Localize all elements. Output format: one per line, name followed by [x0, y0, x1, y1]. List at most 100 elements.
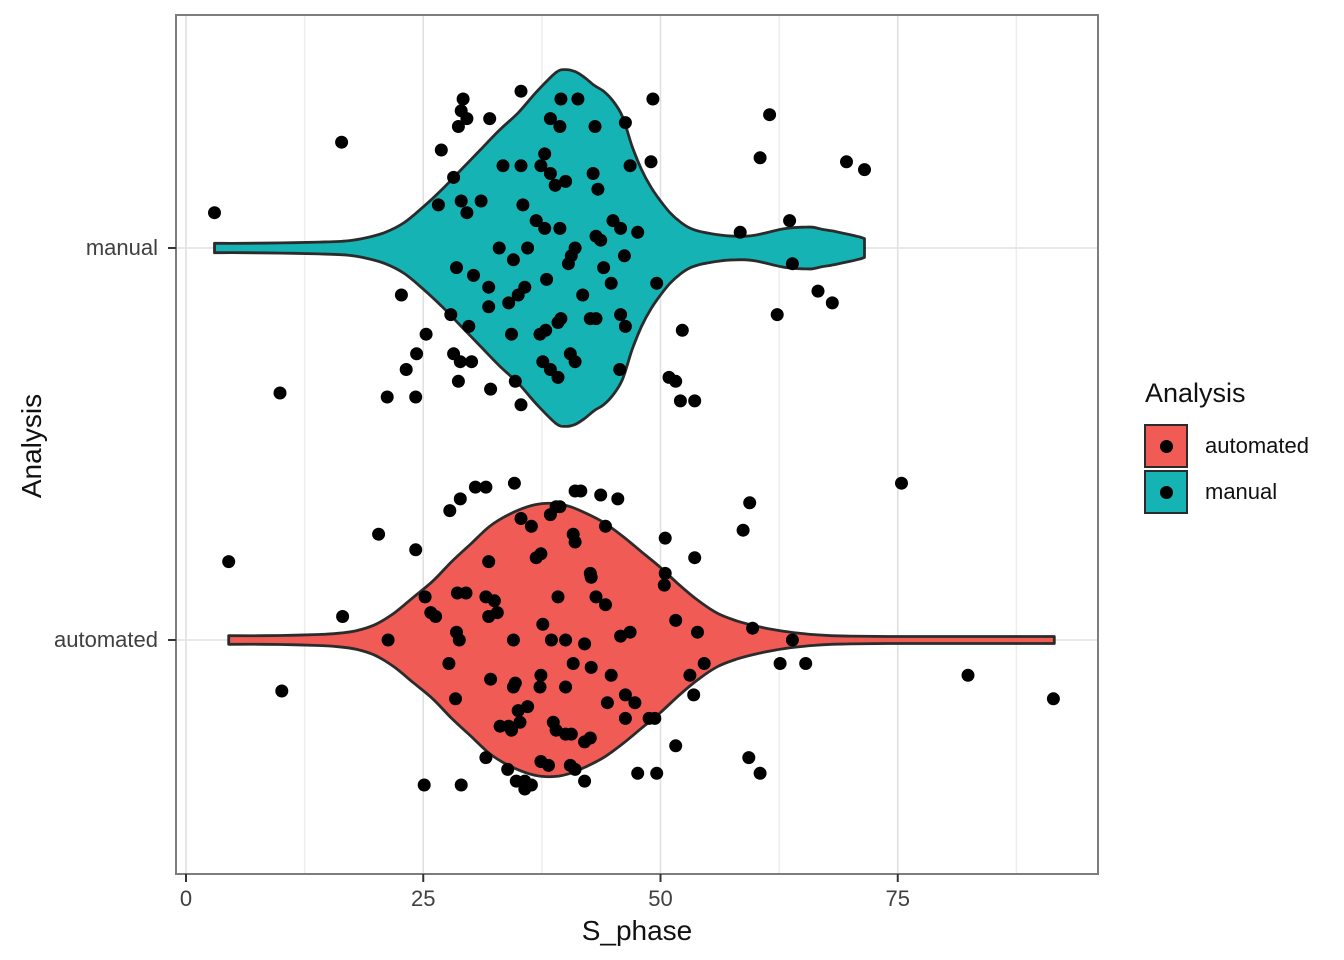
- data-point-automated: [568, 535, 582, 549]
- data-point-manual: [538, 221, 552, 235]
- data-point-manual: [614, 308, 628, 322]
- data-point-manual: [518, 280, 532, 294]
- data-point-manual: [763, 108, 777, 122]
- data-point-manual: [561, 257, 575, 271]
- data-point-manual: [770, 308, 784, 322]
- y-axis-title: Analysis: [16, 393, 47, 499]
- data-point-manual: [646, 92, 660, 106]
- data-point-manual: [673, 394, 687, 408]
- data-point-manual: [617, 249, 631, 263]
- data-point-manual: [543, 112, 557, 126]
- data-point-automated: [568, 762, 582, 776]
- data-point-manual: [858, 163, 871, 177]
- data-point-automated: [650, 766, 664, 780]
- data-point-automated: [743, 496, 757, 510]
- data-point-automated: [589, 590, 603, 604]
- data-point-manual: [554, 312, 568, 326]
- data-point-manual: [208, 206, 221, 220]
- data-point-automated: [553, 500, 567, 514]
- data-point-automated: [618, 688, 632, 702]
- data-point-manual: [675, 323, 689, 337]
- data-point-automated: [584, 570, 598, 584]
- legend: Analysis automated manual: [1144, 378, 1344, 516]
- data-point-automated: [521, 700, 535, 714]
- legend-label-manual: manual: [1205, 479, 1278, 504]
- data-point-automated: [501, 762, 515, 776]
- data-point-automated: [544, 633, 558, 647]
- legend-label-automated: automated: [1205, 433, 1309, 458]
- data-point-automated: [658, 531, 672, 545]
- data-point-automated: [566, 657, 580, 670]
- data-point-manual: [623, 159, 637, 173]
- legend-key-manual-swatch: [1144, 470, 1188, 514]
- data-point-manual: [586, 167, 600, 180]
- data-point-manual: [591, 182, 605, 196]
- data-point-automated: [584, 660, 598, 674]
- data-point-manual: [521, 241, 535, 255]
- data-point-automated: [449, 692, 462, 706]
- data-point-automated: [505, 723, 518, 737]
- data-point-automated: [559, 680, 573, 694]
- data-point-manual: [553, 221, 567, 235]
- data-point-automated: [372, 527, 386, 541]
- legend-item-automated: automated: [1144, 424, 1344, 468]
- data-point-automated: [381, 633, 395, 647]
- data-point-manual: [594, 233, 608, 247]
- data-point-manual: [811, 284, 825, 298]
- data-point-automated: [628, 696, 642, 710]
- data-point-manual: [451, 120, 465, 133]
- data-point-manual: [613, 363, 627, 376]
- data-point-manual: [576, 288, 590, 302]
- data-point-manual: [614, 221, 628, 235]
- data-point-automated: [533, 680, 547, 694]
- data-point-manual: [465, 355, 479, 369]
- data-point-manual: [650, 276, 664, 290]
- data-point-automated: [551, 590, 565, 604]
- data-point-manual: [631, 225, 645, 239]
- data-point-manual: [539, 323, 553, 337]
- data-point-automated: [536, 617, 550, 631]
- panel-border: [175, 14, 1099, 875]
- data-point-automated: [746, 621, 760, 635]
- data-point-manual: [618, 116, 632, 130]
- data-point-manual: [644, 155, 658, 169]
- x-tick-label: 25: [411, 886, 436, 911]
- data-point-manual: [783, 214, 797, 228]
- data-point-manual: [483, 112, 497, 126]
- data-point-automated: [453, 492, 467, 506]
- data-point-manual: [454, 194, 468, 208]
- data-point-manual: [453, 355, 467, 369]
- data-point-manual: [516, 198, 530, 212]
- data-point-manual: [543, 167, 557, 180]
- data-point-automated: [336, 610, 350, 623]
- data-point-manual: [514, 398, 528, 412]
- data-point-automated: [534, 668, 548, 682]
- data-point-automated: [222, 555, 236, 569]
- data-point-automated: [514, 512, 528, 525]
- data-point-automated: [275, 684, 289, 698]
- data-point-manual: [399, 363, 413, 376]
- data-point-automated: [742, 751, 756, 765]
- data-point-automated: [578, 637, 592, 651]
- data-point-automated: [753, 766, 767, 780]
- data-point-manual: [669, 374, 683, 388]
- data-point-automated: [506, 633, 520, 647]
- data-point-automated: [599, 519, 612, 533]
- data-point-manual: [540, 272, 554, 286]
- data-point-automated: [487, 594, 501, 608]
- data-point-manual: [410, 347, 424, 361]
- data-point-automated: [479, 480, 493, 494]
- data-point-manual: [484, 382, 498, 396]
- data-point-automated: [542, 758, 555, 772]
- data-point-manual: [462, 319, 476, 333]
- data-point-automated: [773, 657, 787, 670]
- data-point-automated: [549, 723, 563, 737]
- data-point-automated: [442, 657, 456, 670]
- data-point-automated: [534, 547, 548, 561]
- data-point-manual: [571, 92, 585, 106]
- data-point-automated: [452, 633, 466, 647]
- data-point-automated: [697, 657, 711, 670]
- x-tick-label: 0: [179, 886, 193, 911]
- data-point-manual: [529, 214, 543, 228]
